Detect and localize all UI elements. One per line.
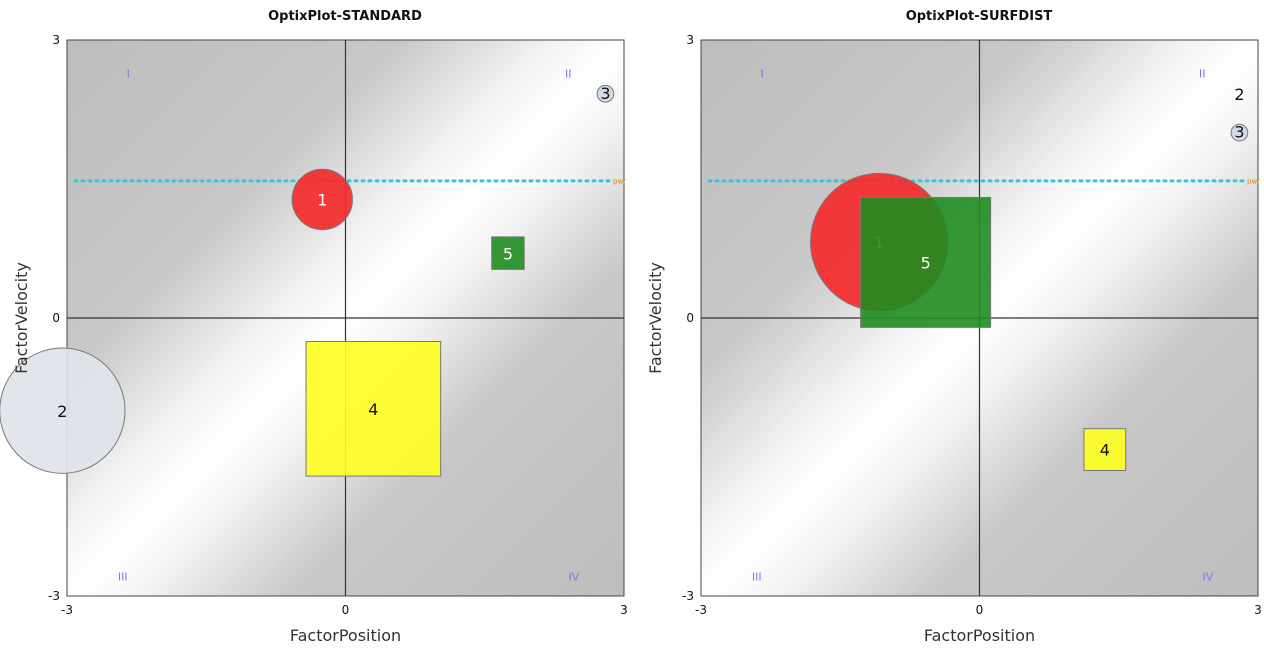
marker-circle [596,84,615,103]
x-axis-label: FactorPosition [290,626,401,645]
x-tick-label: 3 [620,603,628,617]
marker-circle [0,347,126,474]
marker-label: 1 [317,191,327,210]
y-tick-label: 3 [686,33,694,47]
marker-label: 2 [1234,85,1244,104]
marker-square [860,196,992,328]
quadrant-label-4: IV [1202,571,1213,584]
quadrant-label-2: II [1199,67,1206,80]
marker-2: 2 [0,347,126,474]
marker-label: 3 [600,84,610,103]
marker-4: 4 [305,341,442,477]
reference-line-label: pwr [1247,177,1260,185]
plot-panel-2: pwrIIIIIIIV12345OptixPlot-SURFDIST30-3-3… [646,9,1262,645]
marker-label: 4 [368,400,378,419]
x-tick-label: 0 [976,603,984,617]
chart-title: OptixPlot-STANDARD [268,9,422,24]
marker-label: 4 [1100,441,1110,460]
marker-5: 5 [860,196,992,328]
marker-label: 2 [57,402,67,421]
marker-label: 3 [1234,123,1244,142]
marker-3: 3 [596,84,615,103]
marker-2: 2 [1234,85,1244,104]
marker-label: 5 [503,244,513,263]
marker-circle [1230,123,1249,142]
x-tick-label: -3 [695,603,707,617]
y-tick-label: 0 [686,311,694,325]
marker-circle [291,168,353,231]
chart-title: OptixPlot-SURFDIST [906,9,1053,24]
x-tick-label: -3 [61,603,73,617]
quadrant-label-2: II [565,67,572,80]
marker-square [1083,428,1127,471]
reference-line-label: pwr [613,177,626,185]
marker-4: 4 [1083,428,1127,471]
y-axis-label: FactorVelocity [12,262,31,374]
quadrant-label-3: III [118,571,128,584]
marker-3: 3 [1230,123,1249,142]
y-tick-label: 3 [52,33,60,47]
y-axis-label: FactorVelocity [646,262,665,374]
quadrant-label-3: III [752,571,762,584]
marker-1: 1 [291,168,353,231]
marker-5: 5 [491,236,525,270]
x-axis-label: FactorPosition [924,626,1035,645]
marker-square [305,341,442,477]
quadrant-label-1: I [761,67,764,80]
marker-label: 5 [921,254,931,273]
y-tick-label: 0 [52,311,60,325]
marker-square [491,236,525,270]
x-tick-label: 3 [1254,603,1262,617]
y-tick-label: -3 [48,589,60,603]
quadrant-label-1: I [127,67,130,80]
x-tick-label: 0 [342,603,350,617]
y-tick-label: -3 [682,589,694,603]
quadrant-label-4: IV [568,571,579,584]
